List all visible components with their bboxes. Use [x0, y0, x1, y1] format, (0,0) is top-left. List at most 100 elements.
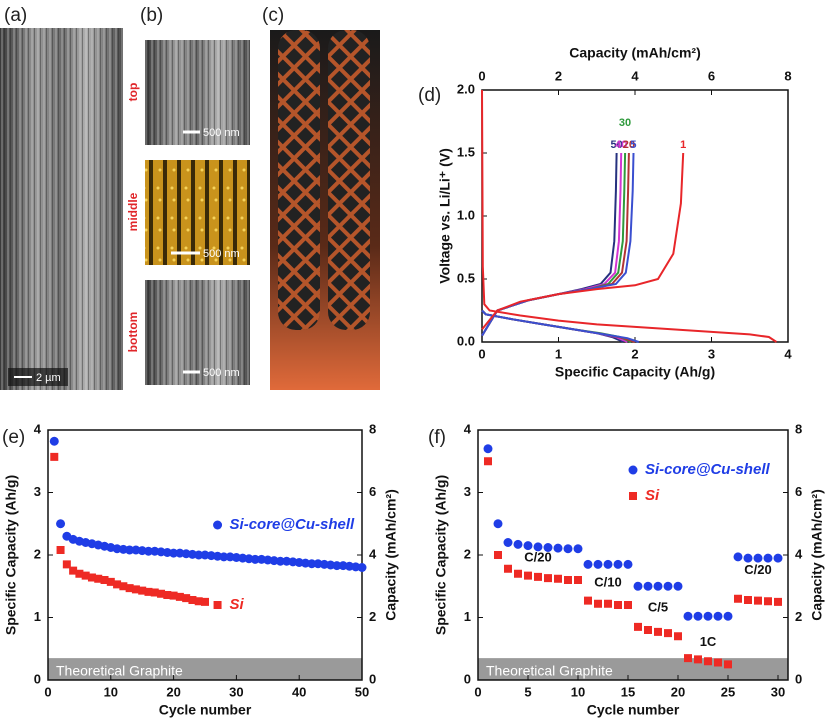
point [219, 552, 229, 562]
annotation: C/20 [524, 550, 551, 565]
panel-label: (d) [418, 85, 441, 106]
point [75, 569, 84, 578]
y-axis-label: Specific Capacity (Ah/g) [3, 475, 19, 635]
point [724, 660, 732, 669]
panel-label: (a) [4, 5, 27, 26]
point [175, 592, 184, 601]
y-tick-label: 3 [34, 484, 41, 499]
sem-texture [145, 280, 250, 385]
point [182, 594, 191, 603]
point [734, 594, 742, 603]
point [584, 596, 592, 605]
y-tick-label: 2.0 [457, 81, 475, 96]
point [674, 632, 682, 641]
legend-label: Si [645, 487, 660, 504]
curve-label: 50 [611, 139, 623, 151]
point [504, 564, 512, 573]
x2-tick-label: 4 [631, 68, 639, 83]
point [523, 541, 533, 551]
curve-label: 40 [615, 139, 627, 151]
x-tick-label: 3 [708, 346, 715, 361]
sem-texture [145, 40, 250, 145]
annotation: C/5 [648, 600, 668, 615]
x-tick-label: 20 [166, 684, 180, 699]
y-tick-label: 0 [464, 671, 471, 686]
legend-marker [628, 465, 638, 475]
point [733, 552, 743, 562]
x-tick-label: 10 [104, 684, 118, 699]
point [169, 591, 178, 600]
x-tick-label: 30 [771, 684, 785, 699]
x-tick-label: 10 [571, 684, 585, 699]
point [563, 544, 573, 554]
curve-label: 5 [630, 139, 636, 151]
reference-label: Theoretical Graphite [56, 663, 183, 679]
y2-tick-label: 8 [369, 421, 376, 436]
position-label: middle [126, 192, 140, 231]
panel-label: (c) [262, 5, 284, 26]
scale-bar-label: 500 nm [203, 367, 240, 379]
y-tick-label: 4 [34, 421, 42, 436]
curve-label: 20 [623, 139, 635, 151]
x-tick-label: 5 [524, 684, 531, 699]
point [150, 588, 159, 597]
point [644, 626, 652, 634]
point [694, 655, 702, 664]
point [773, 553, 783, 563]
point [143, 546, 153, 556]
y-tick-label: 3 [464, 484, 471, 499]
position-label: bottom [126, 312, 140, 353]
point [554, 574, 562, 583]
curve-label: 30 [619, 117, 631, 129]
annotation: C/20 [744, 562, 771, 577]
y-tick-label: 4 [464, 421, 472, 436]
panel-label: (f) [428, 427, 446, 448]
point [163, 591, 172, 599]
annotation: C/10 [594, 575, 621, 590]
point [94, 574, 103, 583]
point [514, 569, 522, 578]
point [357, 563, 367, 572]
point [483, 444, 493, 454]
point [594, 599, 602, 608]
y-tick-label: 1.5 [457, 144, 475, 159]
reference-band [48, 658, 362, 680]
point [633, 581, 643, 591]
curve-label: 1 [680, 139, 686, 151]
x2-axis-label: Capacity (mAh/cm²) [569, 45, 700, 61]
y-tick-label: 2 [464, 546, 471, 561]
scale-bar-label: 2 µm [36, 372, 61, 384]
point [663, 581, 673, 591]
point [544, 574, 552, 583]
point [564, 576, 572, 584]
y-tick-label: 1 [34, 609, 41, 624]
point [534, 572, 542, 581]
eds-map [145, 160, 250, 265]
legend-marker [629, 492, 637, 500]
x-tick-label: 1 [555, 346, 562, 361]
y2-axis-label: Capacity (mAh/cm²) [809, 489, 825, 620]
annotation: 1C [700, 634, 717, 649]
x2-tick-label: 8 [784, 68, 791, 83]
point [543, 543, 553, 552]
point [169, 548, 179, 558]
point [574, 576, 582, 584]
point [713, 611, 723, 621]
point [138, 586, 147, 595]
x-tick-label: 40 [292, 684, 306, 699]
point [553, 543, 563, 553]
cu-shell [328, 30, 370, 330]
x-tick-label: 2 [631, 346, 638, 361]
x-axis-label: Specific Capacity (Ah/g) [555, 364, 715, 380]
legend-label: Si-core@Cu-shell [230, 516, 355, 533]
point [307, 559, 317, 569]
point [614, 601, 622, 609]
point [774, 597, 782, 606]
point [494, 551, 502, 559]
x-tick-label: 0 [478, 346, 485, 361]
point [764, 597, 772, 606]
y2-tick-label: 2 [795, 609, 802, 624]
point [524, 571, 532, 580]
plot-frame [481, 89, 789, 343]
